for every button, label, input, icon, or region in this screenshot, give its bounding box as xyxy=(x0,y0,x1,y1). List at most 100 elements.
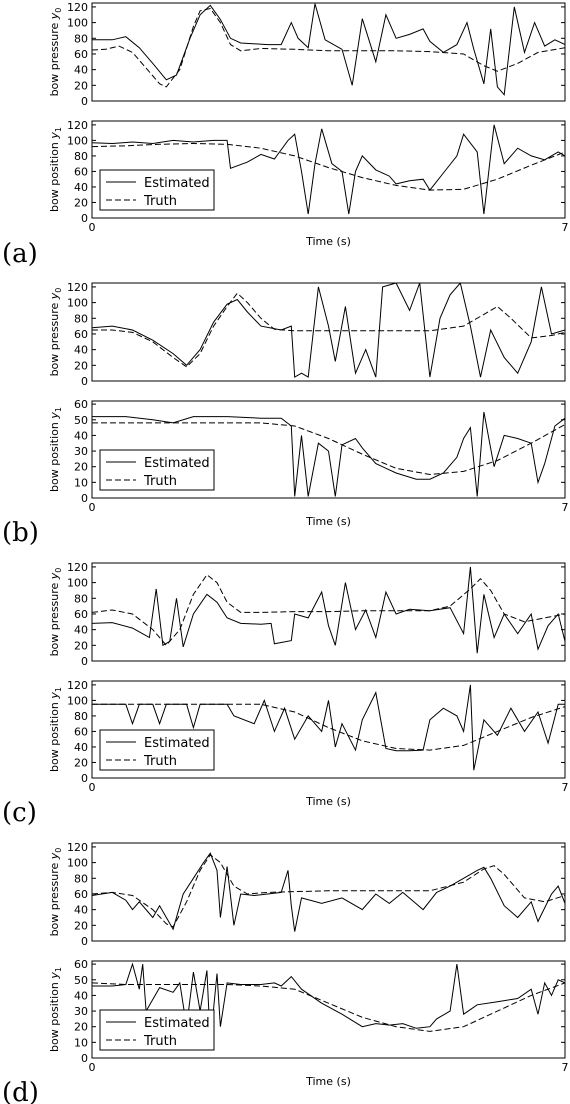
x-axis-label: Time (s) xyxy=(305,1075,351,1088)
y-tick-label: 80 xyxy=(74,150,88,163)
bow-pressure-subplot: 0 20 40 60 80 100 120 bow pressure y0 xyxy=(48,1,566,108)
y-tick-label: 60 xyxy=(74,725,88,738)
y-tick-label: 0 xyxy=(81,935,88,948)
y-tick-label: 20 xyxy=(74,919,88,932)
y-tick-label: 20 xyxy=(74,79,88,92)
y-axis-label: bow position y1 xyxy=(48,127,63,212)
plot-frame xyxy=(91,282,566,382)
y-tick-label: 60 xyxy=(74,958,88,971)
x-tick-label: 0 xyxy=(89,501,96,514)
y-axis-label: bow pressure y0 xyxy=(48,288,63,377)
y-tick-label: 100 xyxy=(67,857,88,870)
legend-truth-label: Truth xyxy=(143,754,177,769)
bow-position-subplot: 0 10 20 30 40 50 60 bow position y1 Estimated Tru… xyxy=(48,958,566,1065)
y-tick-label: 40 xyxy=(74,624,88,637)
y-tick-label: 30 xyxy=(74,445,88,458)
estimated-series-line xyxy=(92,411,565,497)
y-tick-label: 100 xyxy=(67,297,88,310)
legend-box xyxy=(99,729,215,771)
panel-label: (d) xyxy=(2,1078,39,1104)
y-tick-label: 0 xyxy=(81,772,88,785)
y-tick-label: 50 xyxy=(74,414,88,427)
x-tick-label: 0 xyxy=(89,221,96,234)
y-tick-label: 0 xyxy=(81,375,88,388)
y-tick-label: 80 xyxy=(74,312,88,325)
truth-series-line xyxy=(92,292,565,368)
y-tick-label: 120 xyxy=(67,281,88,294)
y-tick-label: 100 xyxy=(67,17,88,30)
legend-truth-label: Truth xyxy=(143,1034,177,1049)
y-tick-label: 0 xyxy=(81,492,88,505)
truth-series-line xyxy=(92,422,565,476)
panel-label: (b) xyxy=(2,518,39,548)
truth-series-line xyxy=(92,142,565,191)
y-tick-label: 40 xyxy=(74,181,88,194)
y-tick-label: 40 xyxy=(74,989,88,1002)
y-tick-label: 120 xyxy=(67,841,88,854)
legend-truth-label: Truth xyxy=(143,194,177,209)
x-tick-label: 7 xyxy=(562,501,569,514)
y-tick-label: 60 xyxy=(74,328,88,341)
y-tick-label: 60 xyxy=(74,165,88,178)
plot-frame xyxy=(91,400,566,499)
y-tick-label: 120 xyxy=(67,119,88,132)
y-tick-label: 80 xyxy=(74,592,88,605)
x-axis-label: Time (s) xyxy=(305,795,351,808)
estimated-series-line xyxy=(92,962,565,1043)
legend-estimated-label: Estimated xyxy=(144,176,210,191)
legend-estimated-label: Estimated xyxy=(144,736,210,751)
truth-series-line xyxy=(92,574,565,647)
x-tick-label: 7 xyxy=(562,221,569,234)
y-tick-label: 60 xyxy=(74,48,88,61)
bow-position-subplot: 0 20 40 60 80 100 120 bow position y1 Estimated T… xyxy=(48,119,566,225)
y-tick-label: 40 xyxy=(74,741,88,754)
y-axis-label: bow position y1 xyxy=(48,967,63,1052)
plot-frame xyxy=(91,120,566,219)
y-tick-label: 100 xyxy=(67,577,88,590)
plot-frame xyxy=(91,2,566,102)
y-tick-label: 100 xyxy=(67,694,88,707)
truth-series-line xyxy=(92,982,565,1032)
y-tick-label: 20 xyxy=(74,461,88,474)
truth-series-line xyxy=(92,7,565,88)
y-tick-label: 0 xyxy=(81,212,88,225)
legend: Estimated Truth xyxy=(99,169,215,211)
estimated-series-line xyxy=(92,283,565,378)
y-tick-label: 10 xyxy=(74,476,88,489)
bow-pressure-subplot: 0 20 40 60 80 100 120 bow pressure y0 xyxy=(48,561,566,668)
y-tick-label: 20 xyxy=(74,196,88,209)
legend-box xyxy=(99,1009,215,1051)
legend-estimated-label: Estimated xyxy=(144,456,210,471)
legend: Estimated Truth xyxy=(99,1009,215,1051)
y-tick-label: 120 xyxy=(67,1,88,14)
bow-pressure-subplot: 0 20 40 60 80 100 120 bow pressure y0 xyxy=(48,841,566,948)
bow-position-subplot: 0 20 40 60 80 100 120 bow position y1 Estimated T… xyxy=(48,679,566,785)
estimated-series-line xyxy=(92,3,565,96)
y-tick-label: 20 xyxy=(74,639,88,652)
estimated-series-line xyxy=(92,852,565,932)
y-tick-label: 120 xyxy=(67,679,88,692)
y-tick-label: 80 xyxy=(74,872,88,885)
y-tick-label: 40 xyxy=(74,904,88,917)
y-tick-label: 50 xyxy=(74,974,88,987)
legend-box xyxy=(99,449,215,491)
bow-position-subplot: 0 10 20 30 40 50 60 bow position y1 Estimated Tru… xyxy=(48,398,566,505)
y-axis-label: bow pressure y0 xyxy=(48,568,63,657)
estimated-series-line xyxy=(92,566,565,654)
legend: Estimated Truth xyxy=(99,729,215,771)
legend: Estimated Truth xyxy=(99,449,215,491)
y-axis-label: bow position y1 xyxy=(48,407,63,492)
y-tick-label: 80 xyxy=(74,32,88,45)
truth-series-line xyxy=(92,854,565,928)
y-tick-label: 0 xyxy=(81,655,88,668)
plot-frame xyxy=(91,842,566,942)
y-axis-label: bow pressure y0 xyxy=(48,8,63,97)
legend-truth-label: Truth xyxy=(143,474,177,489)
x-tick-label: 7 xyxy=(562,781,569,794)
bow-pressure-subplot: 0 20 40 60 80 100 120 bow pressure y0 xyxy=(48,281,566,388)
y-tick-label: 60 xyxy=(74,888,88,901)
